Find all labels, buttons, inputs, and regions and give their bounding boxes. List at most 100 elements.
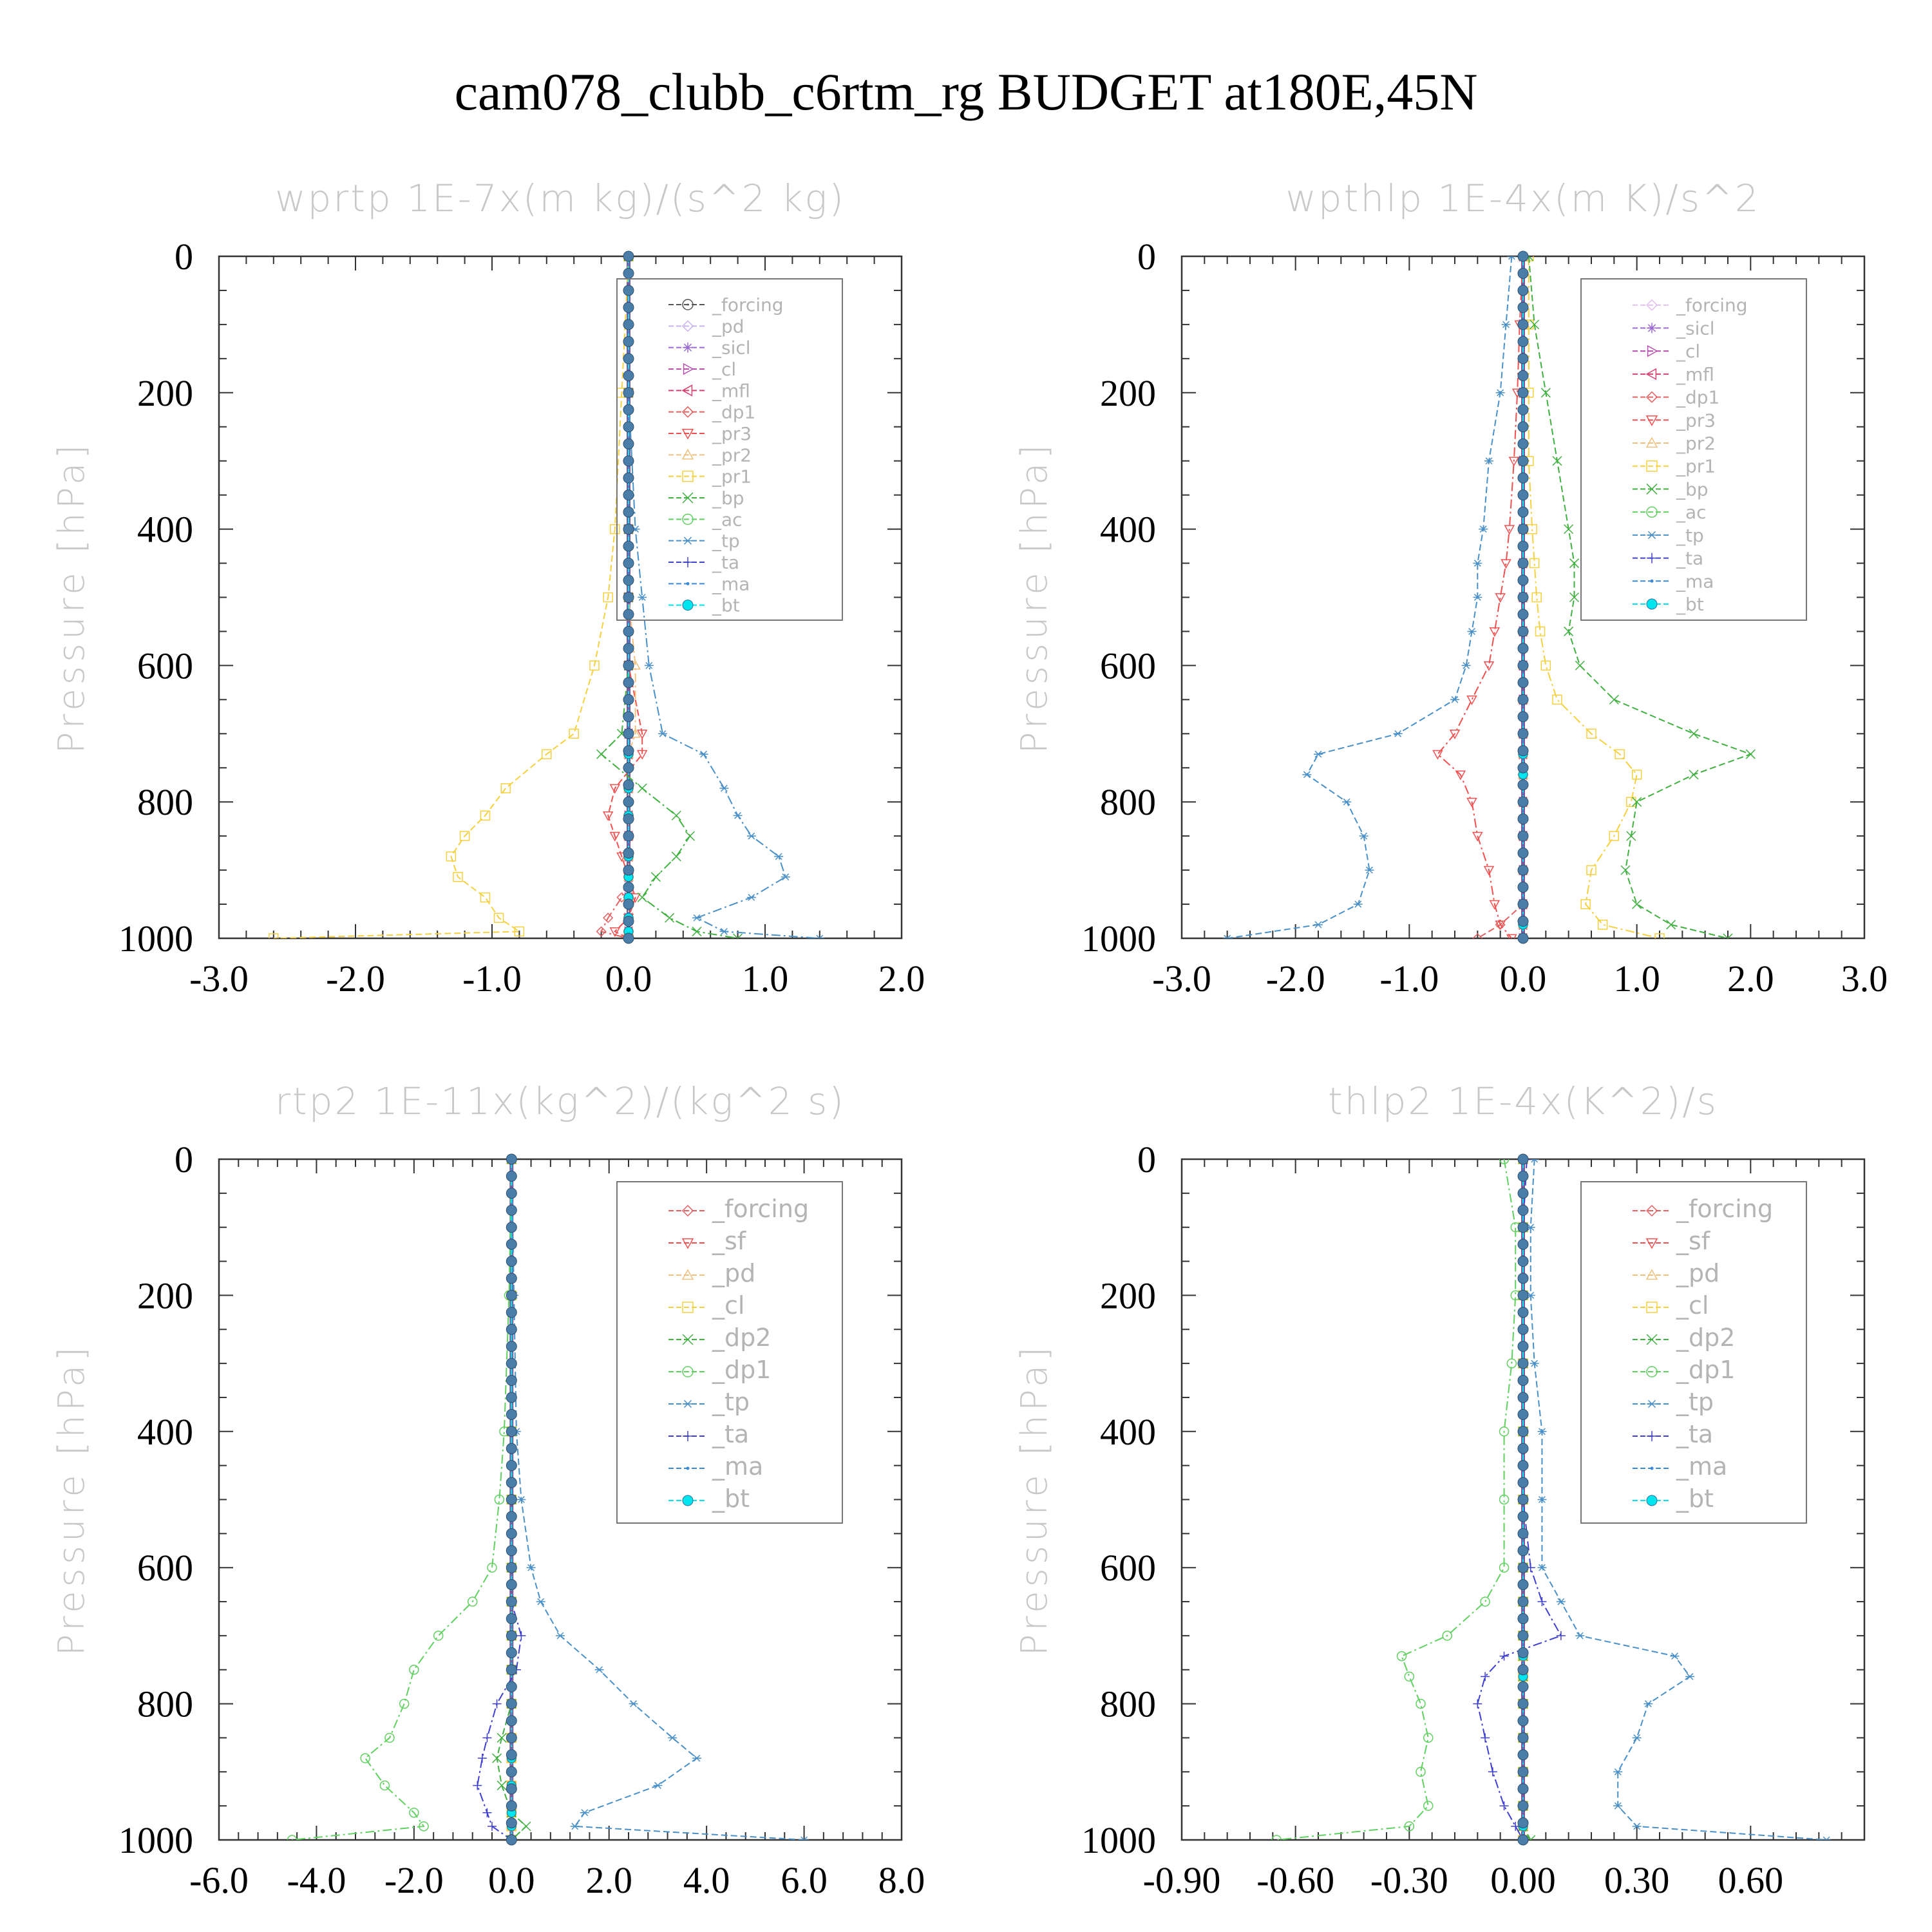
legend-entry: _pd [668,1259,755,1287]
bt-marker [1517,745,1529,757]
bt-marker [506,1460,517,1472]
bt-marker [1517,319,1529,330]
data-point [1442,1631,1452,1641]
bt-marker [1517,609,1529,620]
legend-label: _pd [1676,1259,1719,1287]
data-point [492,1753,502,1763]
bt-marker [1517,1307,1529,1318]
data-point [1483,866,1495,876]
data-point [1540,388,1551,398]
legend-label: _forcing [1676,1195,1773,1223]
legend: _forcing_pd_sicl_cl_mfl_dp1_pr3_pr2_pr1_… [616,278,843,621]
legend-entry: _pr1 [668,466,752,488]
data-point [1508,457,1520,467]
legend-entry: _ac [1633,502,1707,523]
legend-swatch-marker [1650,579,1654,583]
x-tick-label: 0.0 [1500,958,1547,999]
data-point [636,750,648,760]
bt-marker [1517,1800,1529,1812]
series-line [1437,256,1524,938]
data-point [637,783,647,793]
legend-swatch-marker [1646,506,1658,518]
x-tick-label: 0.0 [605,958,652,999]
legend: _forcing _sf _pd _cl _dp2 _dp1 _tp _ta _ma _bt [1580,1181,1807,1524]
bt-marker [1517,336,1529,347]
data-point [497,1732,507,1743]
data-point [542,749,552,759]
legend-label: _pd [712,316,744,337]
bt-marker [623,251,634,262]
legend-label: _sicl [1676,317,1715,339]
data-point [1466,797,1477,808]
bt-marker [506,1443,517,1454]
bt-marker [506,1681,517,1692]
data-point [526,1564,536,1571]
x-tick-label: 0.00 [1490,1859,1556,1901]
bt-marker [1517,1153,1529,1165]
data-point [360,1753,370,1763]
legend-swatch-marker [681,406,694,418]
bt-marker [1517,558,1529,569]
legend-label: _dp1 [712,402,755,423]
bt-marker [506,1715,517,1727]
legend-entry: _pr3 [1633,410,1716,431]
data-point [269,933,279,938]
bt-marker [1517,1511,1529,1522]
bt-marker [1517,882,1529,893]
legend-swatch-marker [1647,345,1658,357]
data-point [1455,770,1466,781]
data-point [494,1494,505,1505]
legend-label: _dp2 [712,1323,771,1352]
y-tick-label: 800 [137,781,193,823]
legend-label: _tp [712,531,740,552]
bt-marker [506,1562,517,1573]
bt-marker [1517,301,1529,313]
bt-marker [1517,1358,1529,1369]
data-point [671,810,681,820]
bt-marker [623,489,634,501]
data-point [1569,558,1580,569]
panel-title: wpthlp 1E-4x(m K)/s^2 [1285,176,1760,220]
x-tick-label: -3.0 [1152,958,1211,999]
data-point [1556,1631,1566,1640]
data-point [665,913,675,923]
legend-box [616,278,843,621]
bt-marker [1517,455,1529,467]
data-point [1314,921,1323,929]
bt-marker [506,1477,517,1488]
bt-marker [623,864,634,876]
legend-swatch-marker [683,536,693,545]
bt-marker [623,745,634,757]
bt-marker [623,694,634,705]
legend-entry: _bt [668,1484,750,1513]
y-axis-label: Pressure [hPa] [1014,441,1056,754]
data-point [719,927,729,935]
data-point [746,832,756,840]
bt-marker [1517,1664,1529,1676]
data-point [1473,594,1482,601]
bt-marker [623,472,634,484]
data-point [699,750,708,758]
data-point [1501,559,1511,569]
legend-label: _cl [1676,1291,1709,1320]
data-point [609,784,621,794]
panel-title: thlp2 1E-4x(K^2)/s [1328,1079,1718,1123]
y-tick-label: 800 [137,1683,193,1725]
series-dp1 [1271,1159,1520,1840]
bt-marker [506,1511,517,1522]
data-point [480,892,491,903]
series-line [1276,1159,1517,1840]
bt-marker [1517,1681,1529,1692]
legend-label: _dp2 [1676,1323,1735,1352]
data-point [379,1780,390,1791]
data-point [419,1821,429,1832]
bt-marker [506,1596,517,1607]
bt-marker [1517,933,1529,944]
panel-title: rtp2 1E-11x(kg^2)/(kg^2 s) [275,1079,846,1123]
bt-marker [623,285,634,296]
zero-column-markers [506,1153,517,1846]
bt-marker [1517,1460,1529,1472]
bt-marker [1517,1783,1529,1795]
legend-entry: _bp [668,488,744,509]
bt-marker [1517,762,1529,773]
